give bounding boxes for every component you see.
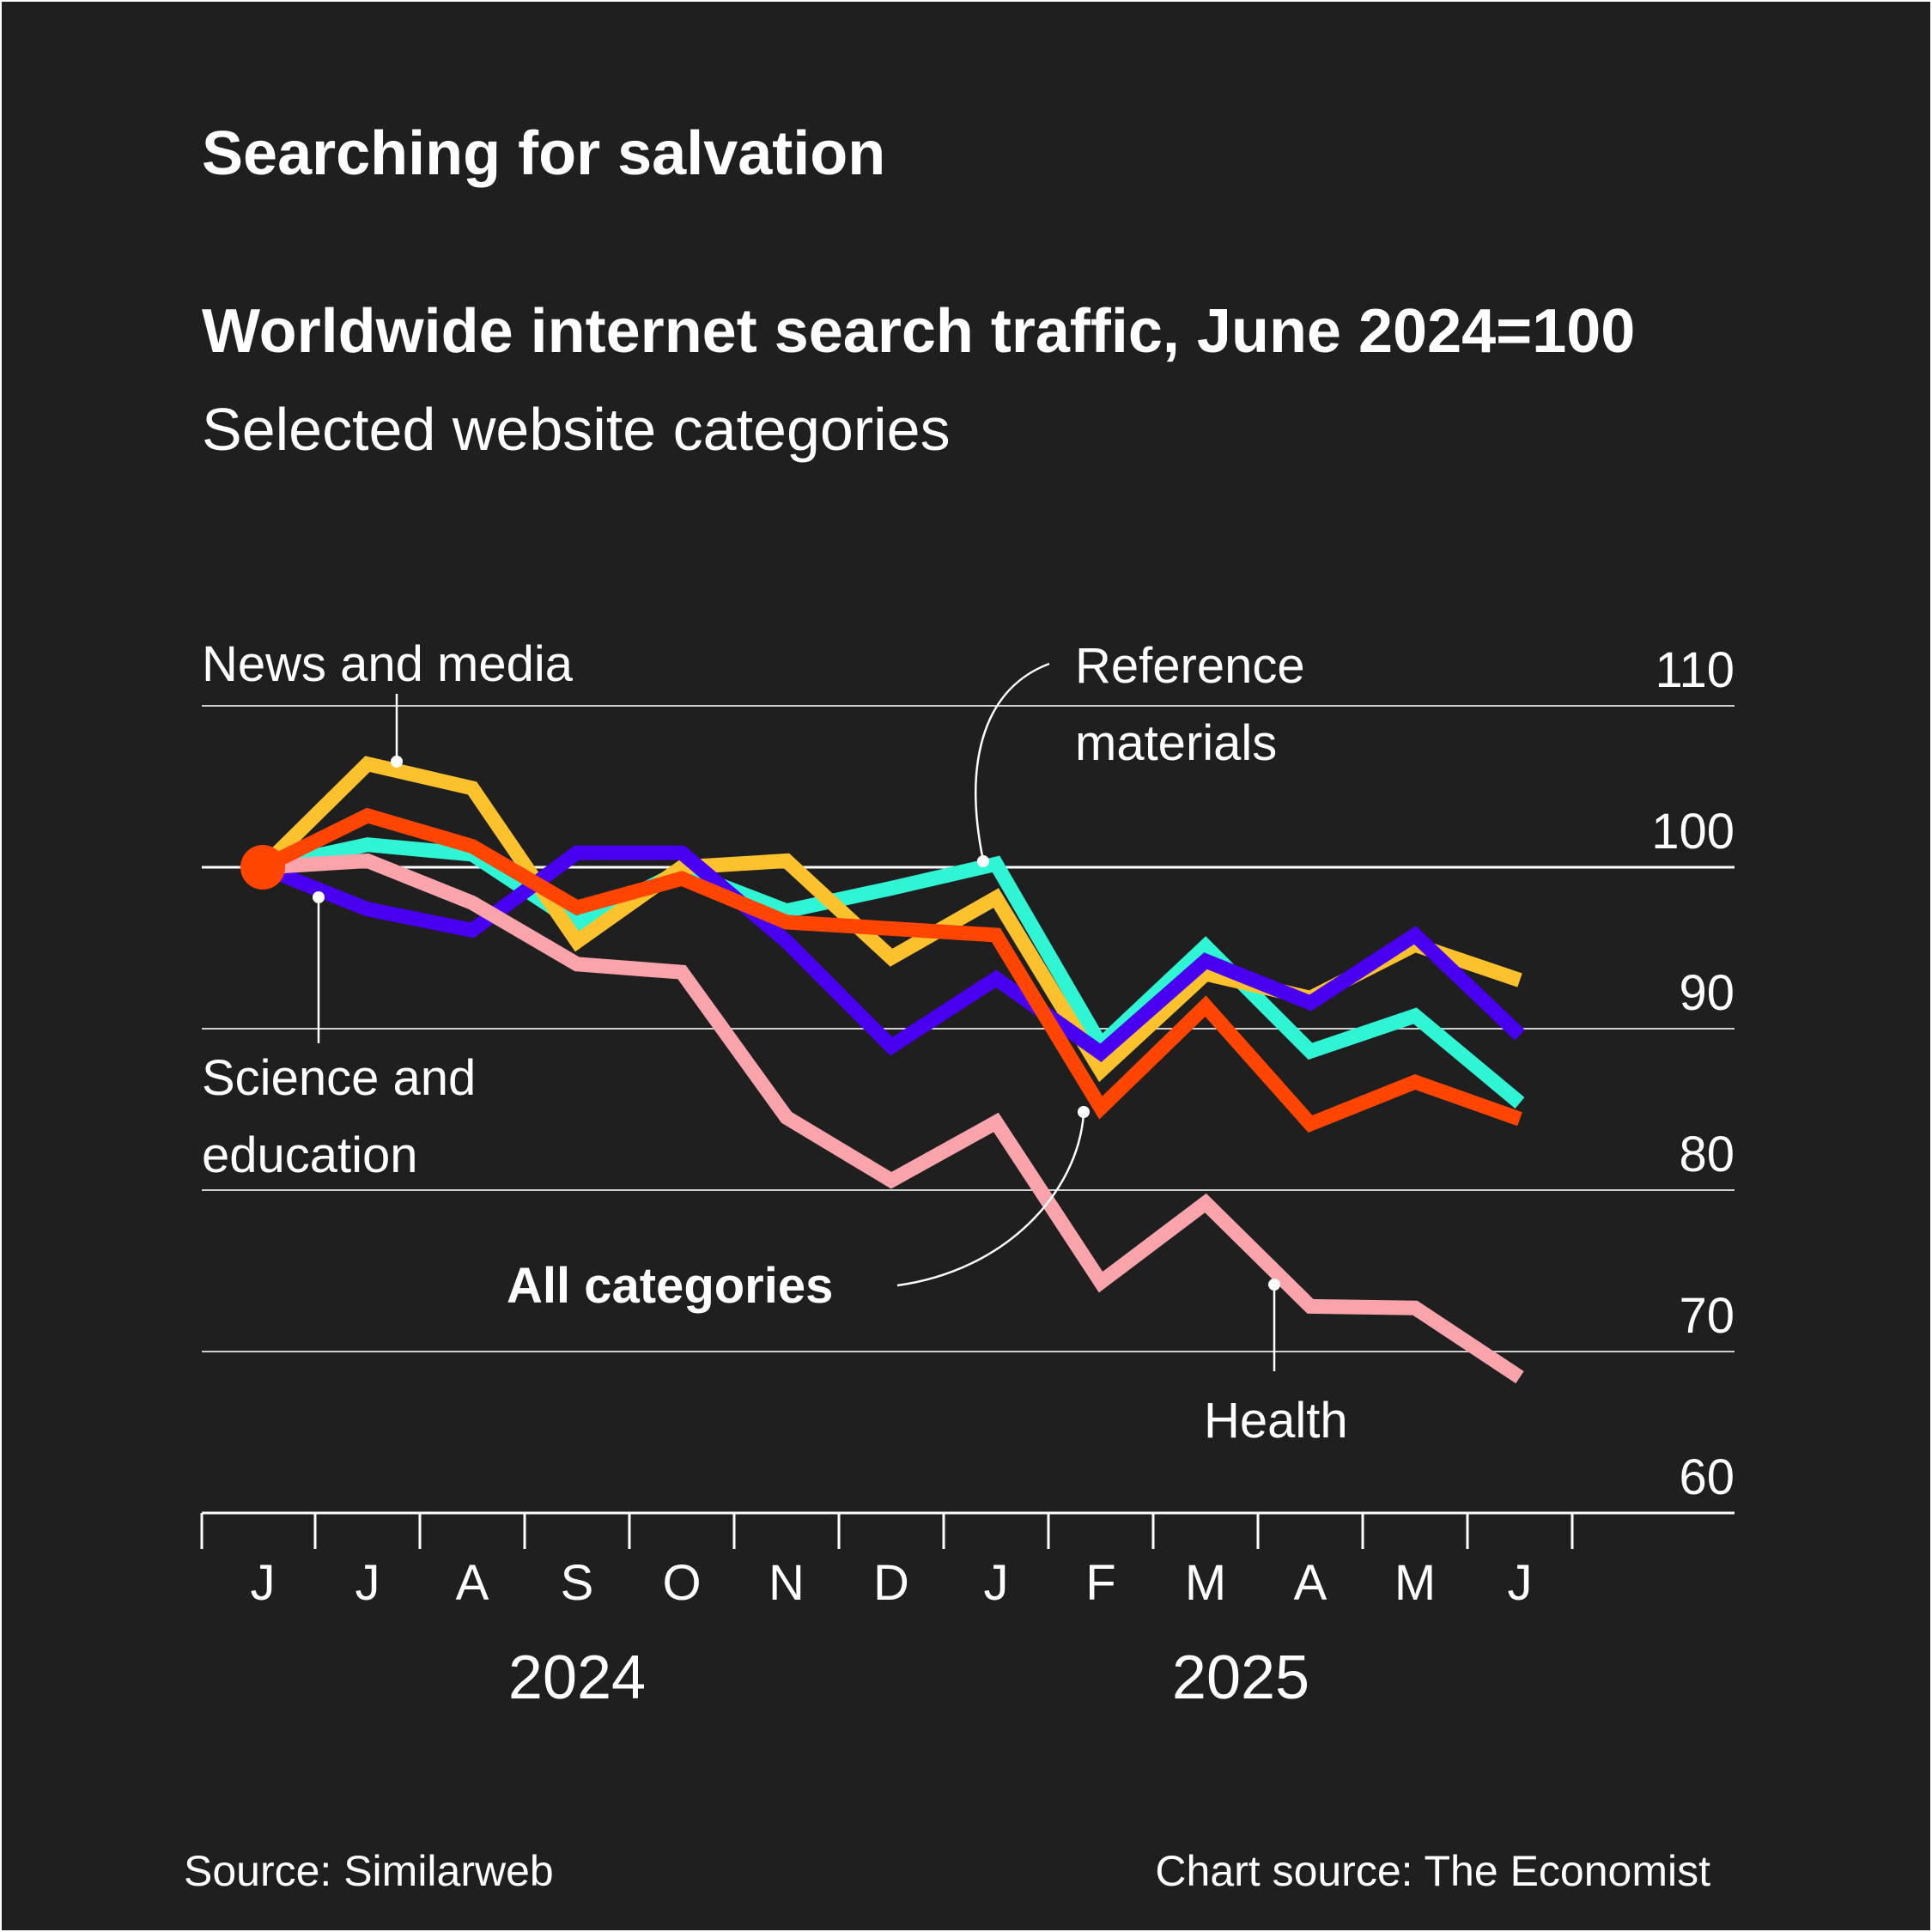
annotation-science-line-2: education xyxy=(202,1127,418,1183)
x-tick-label: M xyxy=(1185,1555,1226,1611)
x-tick-label: J xyxy=(251,1555,276,1611)
x-tick-label: J xyxy=(1508,1555,1533,1611)
chart-description: Selected website categories xyxy=(202,396,951,463)
leader-dot-all-categories xyxy=(1078,1106,1090,1118)
series-line-science-and-education xyxy=(259,845,1525,1063)
series-line-all-categories xyxy=(259,807,1522,1133)
y-tick-label: 60 xyxy=(1679,1449,1735,1505)
x-tick-label: M xyxy=(1394,1555,1436,1611)
year-label: 2025 xyxy=(1172,1643,1309,1712)
y-tick-label: 110 xyxy=(1656,642,1735,698)
series-lines xyxy=(240,756,1525,1384)
year-label: 2024 xyxy=(508,1643,646,1712)
y-tick-label: 100 xyxy=(1651,804,1735,860)
annotation-news-and-media: News and media xyxy=(202,636,574,692)
y-tick-label: 90 xyxy=(1679,965,1735,1021)
x-tick-label: A xyxy=(456,1555,489,1611)
annotation-reference-line-1: Reference xyxy=(1075,638,1305,694)
annotations: News and media Reference materials Scien… xyxy=(202,636,1348,1449)
leader-all-categories xyxy=(896,1113,1085,1287)
leader-dot-health xyxy=(1268,1279,1280,1291)
x-tick-label: D xyxy=(873,1555,909,1611)
leader-reference-materials xyxy=(975,662,1050,861)
x-tick-label: J xyxy=(984,1555,1009,1611)
x-tick-label: O xyxy=(662,1555,701,1611)
x-tick-label: N xyxy=(769,1555,805,1611)
annotation-science-line-1: Science and xyxy=(202,1050,476,1106)
x-tick-label: F xyxy=(1085,1555,1115,1611)
x-tick-label: A xyxy=(1294,1555,1327,1611)
x-tick-label: J xyxy=(355,1555,380,1611)
annotation-reference-line-2: materials xyxy=(1075,715,1277,771)
series-line-health xyxy=(262,853,1524,1384)
series-line-news-and-media xyxy=(258,756,1522,1083)
x-tick-label: S xyxy=(561,1555,594,1611)
leader-dot-news-and-media xyxy=(391,756,403,768)
y-tick-label: 70 xyxy=(1679,1288,1735,1344)
leader-dot-reference-materials xyxy=(977,855,989,867)
y-tick-label: 80 xyxy=(1679,1127,1735,1182)
start-point-marker xyxy=(240,845,285,890)
chart-title: Searching for salvation xyxy=(202,119,886,188)
annotation-all-categories: All categories xyxy=(507,1258,833,1314)
x-axis: J J A S O N D J F M A M J 2024 2025 xyxy=(200,1511,1735,1712)
annotation-health: Health xyxy=(1204,1393,1348,1449)
gridlines: 60 70 80 90 100 110 xyxy=(202,642,1735,1505)
leader-dot-science-and-education xyxy=(313,891,325,903)
source-note: Source: Similarweb xyxy=(184,1847,554,1895)
chart-credit: Chart source: The Economist xyxy=(1155,1847,1710,1895)
chart-subtitle: Worldwide internet search traffic, June … xyxy=(202,297,1636,366)
